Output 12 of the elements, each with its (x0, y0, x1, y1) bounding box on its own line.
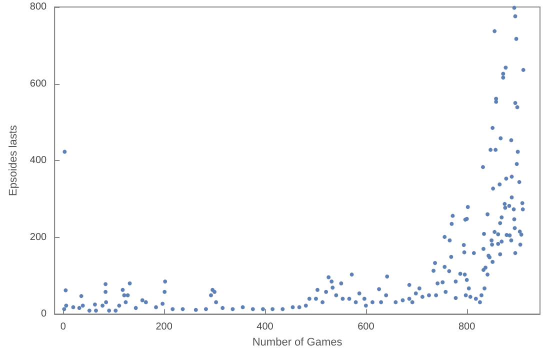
y-tick-label: 400 (30, 155, 48, 166)
x-tick-label: 600 (358, 322, 375, 333)
x-axis-title: Number of Games (252, 336, 343, 348)
x-tick-label: 800 (458, 322, 476, 333)
y-axis-title: Epsoides lasts (8, 124, 20, 196)
y-tick-label: 600 (30, 78, 48, 90)
y-tick-label: 800 (30, 2, 48, 12)
x-tick-label: 200 (156, 322, 173, 333)
x-tick-label: 0 (60, 322, 66, 333)
y-tick-label: 200 (30, 232, 48, 243)
y-tick-label: 0 (41, 308, 48, 320)
x-tick-label: 400 (256, 322, 274, 333)
